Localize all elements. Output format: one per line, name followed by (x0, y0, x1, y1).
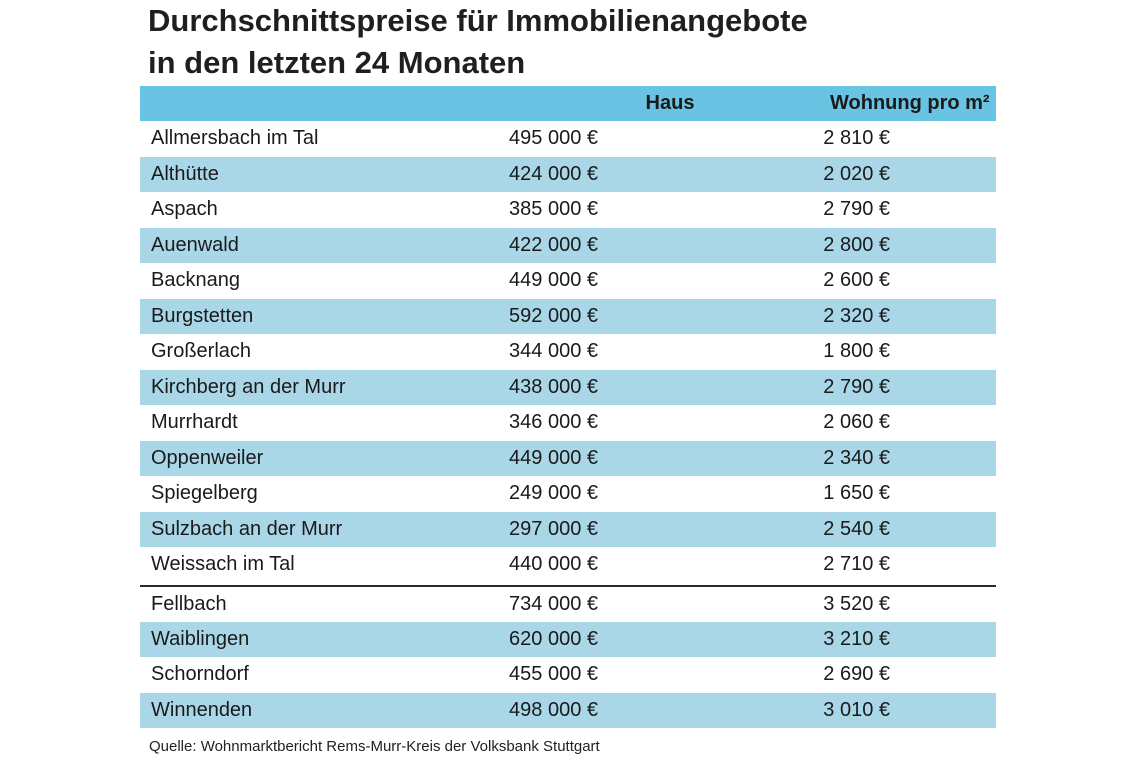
cell-wohnung: 2 690 € (823, 663, 890, 686)
cell-haus: 385 000 € (509, 198, 598, 221)
price-table: Haus Wohnung pro m² Allmersbach im Tal 49… (140, 86, 996, 728)
cell-wohnung: 1 650 € (823, 482, 890, 505)
cell-haus: 424 000 € (509, 162, 598, 185)
cell-name: Backnang (151, 269, 240, 292)
table-header: Haus Wohnung pro m² (140, 86, 996, 121)
cell-haus: 449 000 € (509, 269, 598, 292)
cell-haus: 346 000 € (509, 411, 598, 434)
table-row: Großerlach 344 000 € 1 800 € (140, 334, 996, 370)
table-row: Waiblingen 620 000 € 3 210 € (140, 621, 996, 657)
header-wohnung: Wohnung pro m² (830, 92, 990, 114)
cell-wohnung: 3 210 € (823, 627, 890, 650)
table-row: Spiegelberg 249 000 € 1 650 € (140, 476, 996, 512)
cell-wohnung: 2 790 € (823, 198, 890, 221)
table-row: Oppenweiler 449 000 € 2 340 € (140, 440, 996, 476)
cell-haus: 592 000 € (509, 304, 598, 327)
table-row: Backnang 449 000 € 2 600 € (140, 263, 996, 299)
table-row: Murrhardt 346 000 € 2 060 € (140, 405, 996, 441)
table-row: Auenwald 422 000 € 2 800 € (140, 227, 996, 263)
cell-wohnung: 2 790 € (823, 375, 890, 398)
cell-wohnung: 3 010 € (823, 698, 890, 721)
page-title: Durchschnittspreise für Immobilienangebo… (148, 0, 1048, 84)
table-row: Althütte 424 000 € 2 020 € (140, 156, 996, 192)
cell-wohnung: 2 600 € (823, 269, 890, 292)
cell-name: Winnenden (151, 698, 253, 721)
cell-name: Schorndorf (151, 663, 249, 686)
cell-wohnung: 3 520 € (823, 592, 890, 615)
cell-haus: 440 000 € (509, 553, 598, 576)
cell-haus: 620 000 € (509, 627, 598, 650)
cell-name: Waiblingen (151, 627, 250, 650)
title-line-1: Durchschnittspreise für Immobilienangebo… (148, 3, 808, 38)
cell-haus: 297 000 € (509, 517, 598, 540)
cell-haus: 249 000 € (509, 482, 598, 505)
header-haus: Haus (645, 92, 695, 114)
table-row: Aspach 385 000 € 2 790 € (140, 192, 996, 228)
cell-name: Fellbach (151, 592, 227, 615)
cell-wohnung: 2 710 € (823, 553, 890, 576)
table-group-1: Allmersbach im Tal 495 000 € 2 810 € Althüt… (140, 121, 996, 583)
cell-name: Großerlach (151, 340, 252, 363)
source-note: Quelle: Wohnmarktbericht Rems-Murr-Kreis… (149, 738, 600, 755)
cell-haus: 495 000 € (509, 127, 598, 150)
table-row: Schorndorf 455 000 € 2 690 € (140, 657, 996, 693)
cell-haus: 734 000 € (509, 592, 598, 615)
table-group-2: Fellbach 734 000 € 3 520 € Waiblingen 620 00… (140, 584, 996, 728)
table-row: Allmersbach im Tal 495 000 € 2 810 € (140, 121, 996, 157)
cell-haus: 449 000 € (509, 446, 598, 469)
cell-haus: 344 000 € (509, 340, 598, 363)
cell-wohnung: 2 540 € (823, 517, 890, 540)
cell-wohnung: 2 340 € (823, 446, 890, 469)
cell-name: Althütte (151, 162, 219, 185)
cell-wohnung: 2 800 € (823, 233, 890, 256)
cell-name: Burgstetten (151, 304, 254, 327)
cell-haus: 438 000 € (509, 375, 598, 398)
cell-haus: 498 000 € (509, 698, 598, 721)
table-row: Weissach im Tal 440 000 € 2 710 € (140, 547, 996, 583)
cell-wohnung: 2 810 € (823, 127, 890, 150)
cell-name: Oppenweiler (151, 446, 264, 469)
cell-name: Kirchberg an der Murr (151, 375, 346, 398)
cell-haus: 455 000 € (509, 663, 598, 686)
cell-name: Weissach im Tal (151, 553, 295, 576)
table-row: Winnenden 498 000 € 3 010 € (140, 692, 996, 728)
cell-name: Aspach (151, 198, 218, 221)
table-row: Sulzbach an der Murr 297 000 € 2 540 € (140, 511, 996, 547)
cell-wohnung: 2 320 € (823, 304, 890, 327)
cell-wohnung: 1 800 € (823, 340, 890, 363)
cell-name: Murrhardt (151, 411, 238, 434)
table-row: Burgstetten 592 000 € 2 320 € (140, 298, 996, 334)
cell-name: Spiegelberg (151, 482, 258, 505)
table-row: Fellbach 734 000 € 3 520 € (140, 584, 996, 622)
cell-wohnung: 2 020 € (823, 162, 890, 185)
cell-name: Auenwald (151, 233, 239, 256)
cell-name: Allmersbach im Tal (151, 127, 319, 150)
title-line-2: in den letzten 24 Monaten (148, 45, 526, 80)
cell-name: Sulzbach an der Murr (151, 517, 343, 540)
cell-haus: 422 000 € (509, 233, 598, 256)
cell-wohnung: 2 060 € (823, 411, 890, 434)
table-row: Kirchberg an der Murr 438 000 € 2 790 € (140, 369, 996, 405)
